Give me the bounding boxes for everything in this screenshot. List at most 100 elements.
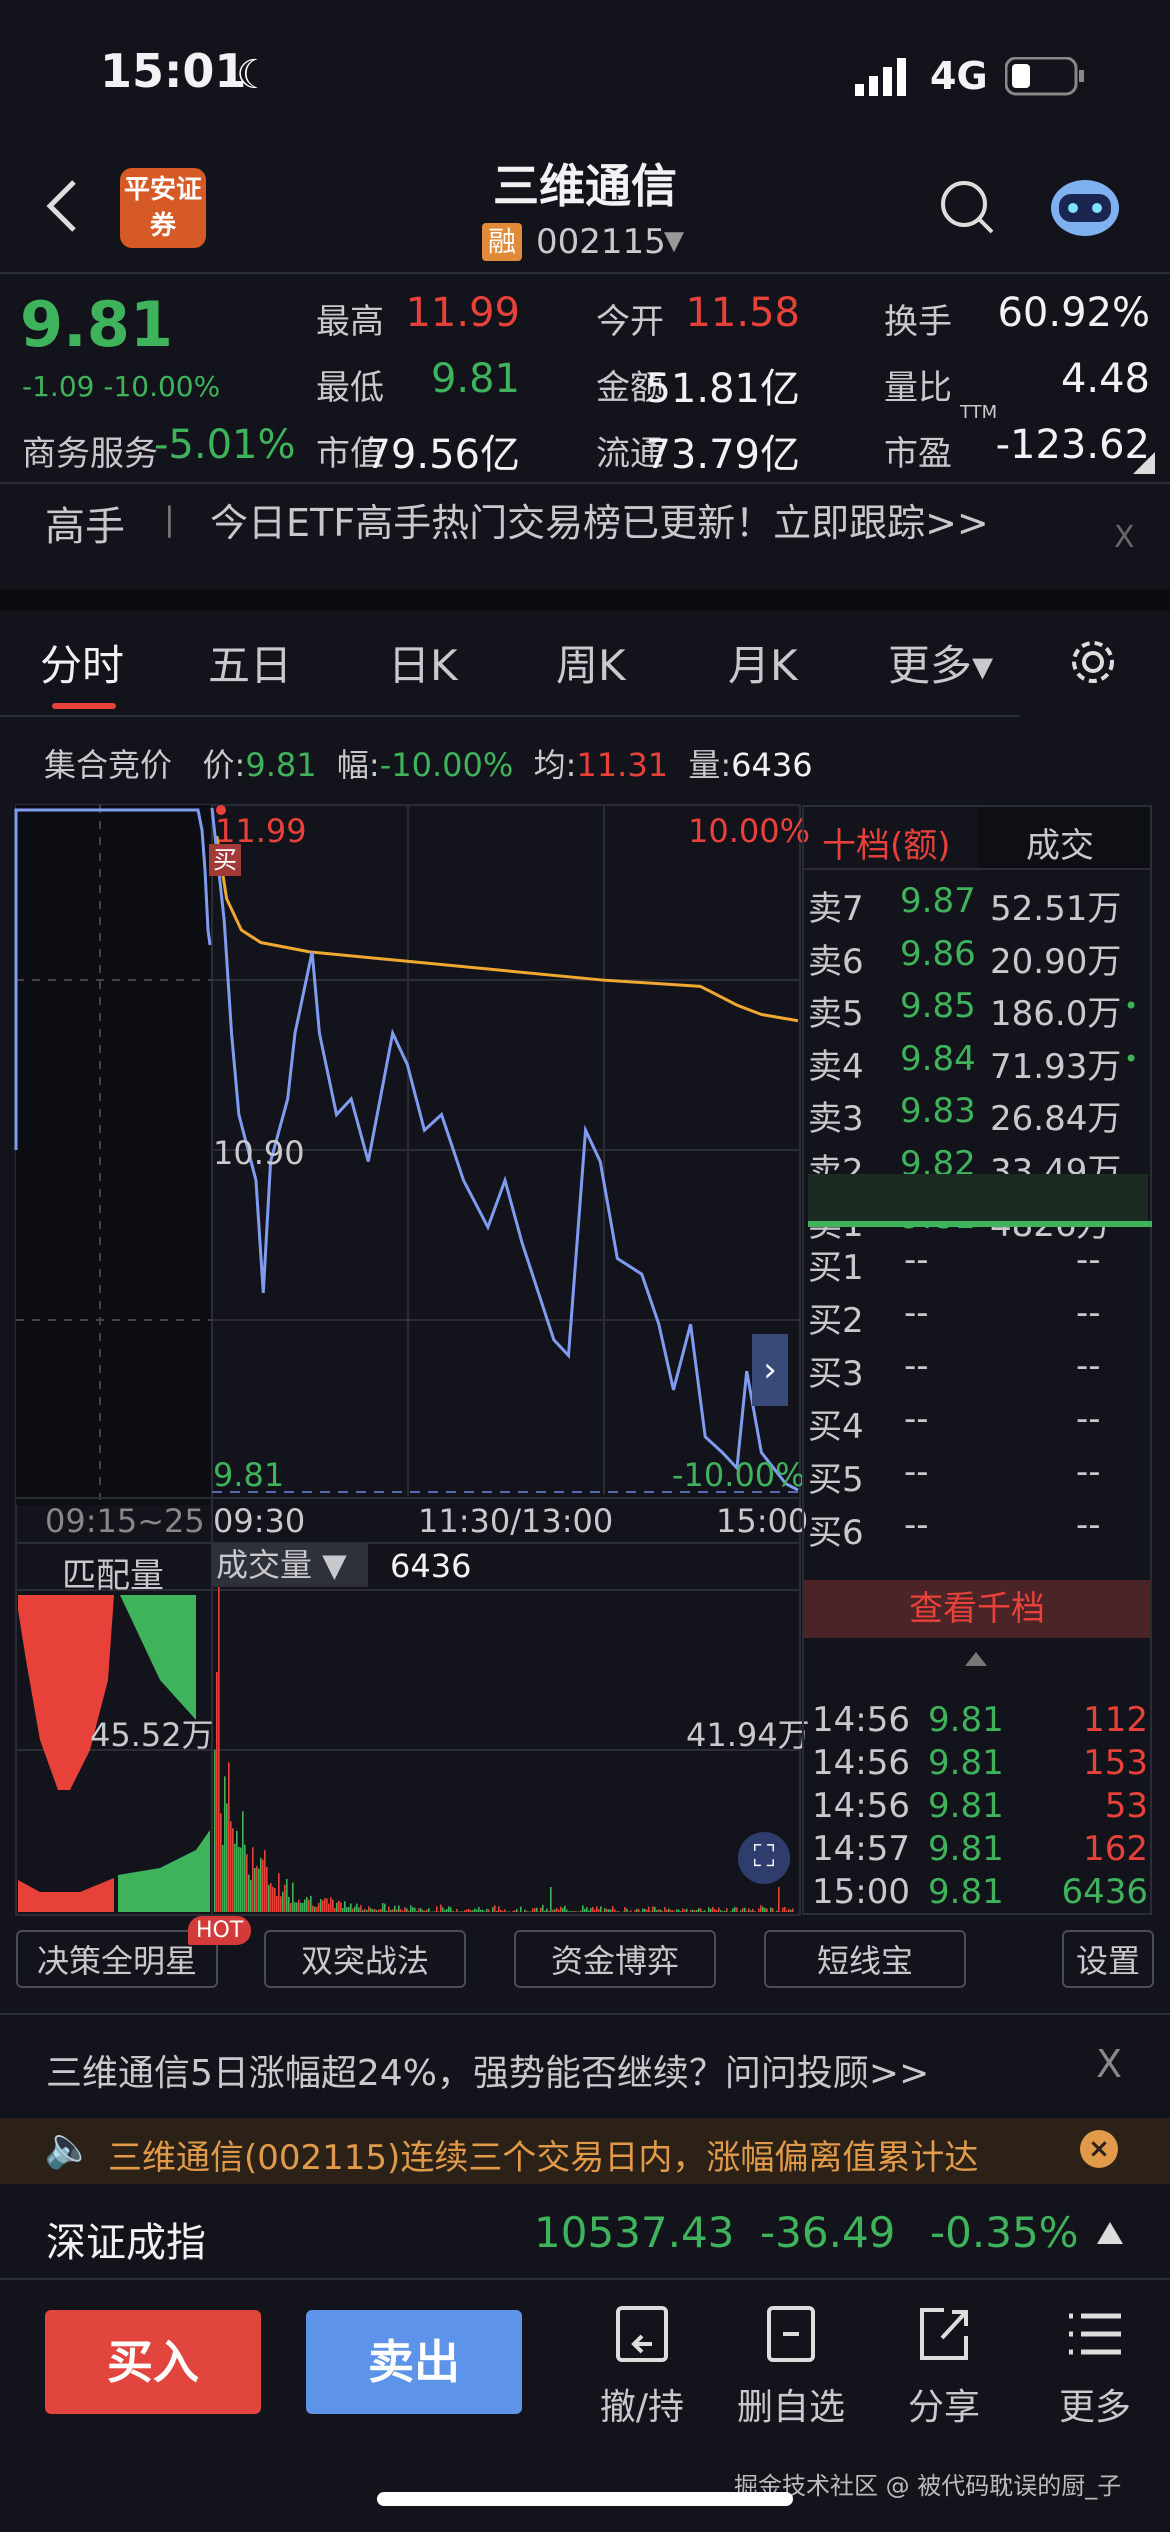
share-icon[interactable] xyxy=(914,2304,974,2364)
volume-bar xyxy=(556,1908,558,1912)
volume-bar xyxy=(672,1910,674,1912)
bid-row[interactable]: 买3 -- -- xyxy=(808,1342,1148,1394)
tab-trades-bg xyxy=(978,807,1150,869)
notice-text[interactable]: 三维通信(002115)连续三个交易日内，涨幅偏离值累计达 xyxy=(108,2138,979,2178)
bid-row[interactable]: 买2 -- -- xyxy=(808,1289,1148,1341)
volume-bar xyxy=(462,1911,464,1912)
volume-bar xyxy=(594,1909,596,1912)
buy-marker[interactable]: 买 xyxy=(209,844,241,876)
volume-bar xyxy=(220,1813,222,1912)
tool-button[interactable]: 短线宝 xyxy=(764,1930,966,1988)
volume-bar xyxy=(340,1902,342,1912)
volume-bar xyxy=(578,1911,580,1912)
volume-bar xyxy=(732,1908,734,1912)
trade-time: 15:00 xyxy=(812,1872,910,1912)
notice-close-icon[interactable]: × xyxy=(1080,2130,1118,2168)
remove-watchlist-icon[interactable] xyxy=(761,2304,821,2364)
volume-bar xyxy=(238,1846,240,1912)
search-icon[interactable] xyxy=(938,178,996,236)
ask-row[interactable]: 卖3 9.83 26.84万 xyxy=(808,1087,1148,1139)
tool-button[interactable]: 双突战法 xyxy=(264,1930,466,1988)
volume-bar xyxy=(550,1887,552,1912)
action-label[interactable]: 撤/持 xyxy=(599,2387,685,2428)
tab-depth[interactable]: 十档(额) xyxy=(822,826,951,866)
buy-button[interactable]: 买入 xyxy=(45,2310,261,2414)
volume-bar xyxy=(674,1911,676,1912)
signal-icon xyxy=(855,58,906,96)
close-icon[interactable]: X xyxy=(1114,520,1135,555)
expand-up-icon[interactable] xyxy=(1097,2222,1123,2244)
banner-text[interactable]: 今日ETF高手热门交易榜已更新！立即跟踪>> xyxy=(210,501,989,545)
volume-bar xyxy=(348,1906,350,1912)
action-label[interactable]: 分享 xyxy=(907,2387,980,2428)
fullscreen-icon[interactable]: ⛶ xyxy=(738,1832,790,1884)
home-indicator[interactable] xyxy=(377,2492,793,2506)
volume-bar xyxy=(380,1909,382,1912)
collapse-up-icon[interactable] xyxy=(965,1652,987,1666)
tool-button[interactable]: 决策全明星 xyxy=(16,1930,218,1988)
volume-bar xyxy=(342,1908,344,1912)
match-max-label: 45.52万 xyxy=(90,1716,214,1754)
trade-price: 9.81 xyxy=(928,1786,1004,1826)
auction-price-line xyxy=(14,808,212,1150)
volume-bar xyxy=(392,1909,394,1912)
volume-bar xyxy=(274,1887,276,1912)
tool-button[interactable]: 资金博弈 xyxy=(514,1930,716,1988)
back-icon[interactable] xyxy=(42,178,82,234)
volume-bar xyxy=(346,1907,348,1912)
action-label[interactable]: 更多 xyxy=(1058,2387,1131,2428)
volume-bar xyxy=(744,1907,746,1912)
volume-bar xyxy=(436,1906,438,1912)
volume-bar xyxy=(708,1907,710,1912)
tab-trades[interactable]: 成交 xyxy=(1026,826,1094,866)
tab-3[interactable]: 周K xyxy=(556,641,626,690)
volume-bar xyxy=(572,1911,574,1912)
sector-name[interactable]: 商务服务 xyxy=(22,434,158,474)
volume-bar xyxy=(270,1883,272,1912)
volume-selector[interactable]: 成交量 ▼ xyxy=(212,1543,368,1587)
more-menu-icon[interactable] xyxy=(1065,2304,1125,2364)
settings-button[interactable]: 设置 xyxy=(1062,1930,1154,1988)
bid-row[interactable]: 买1 -- -- xyxy=(808,1236,1148,1288)
tab-5[interactable]: 更多▾ xyxy=(888,641,994,690)
volume-bar xyxy=(368,1906,370,1912)
sell-button[interactable]: 卖出 xyxy=(306,2310,522,2414)
tab-4[interactable]: 月K xyxy=(728,641,798,690)
advisor-banner-text[interactable]: 三维通信5日涨幅超24%，强势能否继续？问问投顾>> xyxy=(46,2053,930,2094)
volume-bar xyxy=(262,1859,264,1912)
volume-bar xyxy=(440,1904,442,1912)
volume-bar xyxy=(318,1902,320,1912)
ask-row[interactable]: 卖6 9.86 20.90万 xyxy=(808,930,1148,982)
ask-price: 9.83 xyxy=(900,1091,976,1132)
bid-row[interactable]: 买5 -- -- xyxy=(808,1448,1148,1500)
view-depth-button[interactable]: 查看千档 xyxy=(804,1580,1150,1638)
chevron-right-icon[interactable]: › xyxy=(752,1334,788,1406)
close-icon[interactable]: X xyxy=(1096,2042,1123,2086)
bid-volume: -- xyxy=(1076,1346,1101,1386)
volume-bar xyxy=(398,1905,400,1912)
chevron-down-icon[interactable]: ▼ xyxy=(664,226,684,256)
bid-price: -- xyxy=(904,1505,929,1545)
stock-code[interactable]: 002115 xyxy=(536,222,666,262)
bid-row[interactable]: 买4 -- -- xyxy=(808,1395,1148,1447)
bid-row[interactable]: 买6 -- -- xyxy=(808,1501,1148,1553)
action-label[interactable]: 删自选 xyxy=(736,2387,845,2428)
robot-icon[interactable] xyxy=(1045,170,1125,242)
ask-row[interactable]: 卖5 9.85 186.0万 • xyxy=(808,982,1148,1034)
volume-bar xyxy=(552,1909,554,1912)
volume-bar xyxy=(524,1909,526,1912)
volume-bar xyxy=(626,1908,628,1912)
tab-0[interactable]: 分时 xyxy=(40,641,125,690)
volume-bar xyxy=(482,1909,484,1912)
ask-row[interactable]: 卖4 9.84 71.93万 • xyxy=(808,1035,1148,1087)
ask-row[interactable]: 卖7 9.87 52.51万 xyxy=(808,877,1148,929)
volume-bar xyxy=(480,1909,482,1912)
settings-gear-icon[interactable] xyxy=(1067,636,1119,688)
volume-bar xyxy=(700,1908,702,1912)
volume-bar xyxy=(320,1899,322,1912)
intraday-chart[interactable] xyxy=(0,0,805,1920)
tab-2[interactable]: 日K xyxy=(388,641,458,690)
index-name[interactable]: 深证成指 xyxy=(46,2220,206,2266)
withdraw-icon[interactable] xyxy=(612,2304,672,2364)
tab-1[interactable]: 五日 xyxy=(208,641,293,690)
